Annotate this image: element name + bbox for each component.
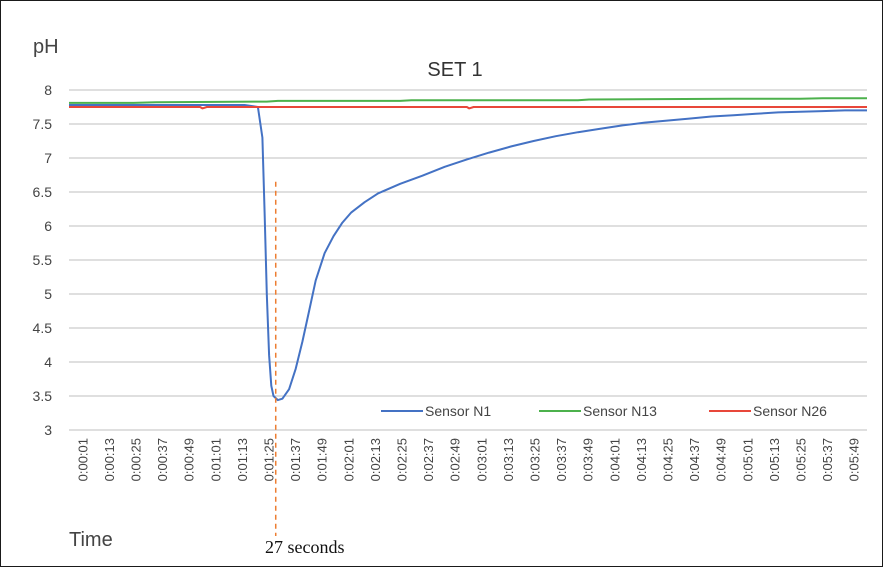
y-tick-label: 5.5 [33, 252, 53, 268]
annotation-label: 27 seconds [265, 537, 345, 557]
x-tick-label: 0:01:01 [208, 438, 223, 481]
x-tick-label: 0:01:49 [315, 438, 330, 481]
x-tick-label: 0:03:01 [474, 438, 489, 481]
x-tick-label: 0:03:37 [554, 438, 569, 481]
x-tick-label: 0:01:13 [235, 438, 250, 481]
x-tick-label: 0:02:13 [368, 438, 383, 481]
x-tick-label: 0:03:49 [581, 438, 596, 481]
x-tick-label: 0:00:01 [75, 438, 90, 481]
y-tick-label: 4 [44, 354, 52, 370]
y-tick-label: 6 [44, 218, 52, 234]
x-tick-label: 0:04:13 [634, 438, 649, 481]
legend-label: Sensor N13 [583, 403, 657, 419]
x-tick-label: 0:03:25 [528, 438, 543, 481]
x-tick-label: 0:03:13 [501, 438, 516, 481]
y-axis-label: pH [33, 36, 59, 58]
series-line-sensor-n13 [69, 97, 867, 104]
x-tick-label: 0:05:01 [740, 438, 755, 481]
y-tick-label: 5 [44, 286, 52, 302]
y-tick-label: 3 [44, 422, 52, 438]
legend-label: Sensor N1 [425, 403, 491, 419]
series-line-sensor-n1 [69, 104, 867, 402]
series-line-sensor-n26 [69, 106, 867, 110]
x-tick-label: 0:02:25 [395, 438, 410, 481]
x-tick-label: 0:01:37 [288, 438, 303, 481]
x-tick-label: 0:00:25 [129, 438, 144, 481]
x-tick-label: 0:05:37 [820, 438, 835, 481]
y-tick-label: 8 [44, 82, 52, 98]
y-tick-label: 7 [44, 150, 52, 166]
x-tick-label: 0:05:25 [794, 438, 809, 481]
x-tick-label: 0:04:25 [661, 438, 676, 481]
legend-label: Sensor N26 [753, 403, 827, 419]
x-tick-label: 0:05:49 [847, 438, 862, 481]
x-axis-label: Time [69, 529, 113, 551]
y-tick-label: 4.5 [33, 320, 53, 336]
x-tick-label: 0:02:01 [341, 438, 356, 481]
x-tick-label: 0:00:13 [102, 438, 117, 481]
y-tick-label: 6.5 [33, 184, 53, 200]
y-tick-label: 7.5 [33, 116, 53, 132]
x-tick-label: 0:04:49 [714, 438, 729, 481]
x-tick-label: 0:00:49 [182, 438, 197, 481]
x-tick-label: 0:04:37 [687, 438, 702, 481]
x-tick-label: 0:02:49 [448, 438, 463, 481]
chart-title: SET 1 [427, 59, 482, 81]
x-tick-label: 0:01:25 [262, 438, 277, 481]
x-tick-label: 0:05:13 [767, 438, 782, 481]
x-tick-label: 0:04:01 [607, 438, 622, 481]
y-tick-label: 3.5 [33, 388, 53, 404]
x-tick-label: 0:00:37 [155, 438, 170, 481]
x-tick-label: 0:02:37 [421, 438, 436, 481]
